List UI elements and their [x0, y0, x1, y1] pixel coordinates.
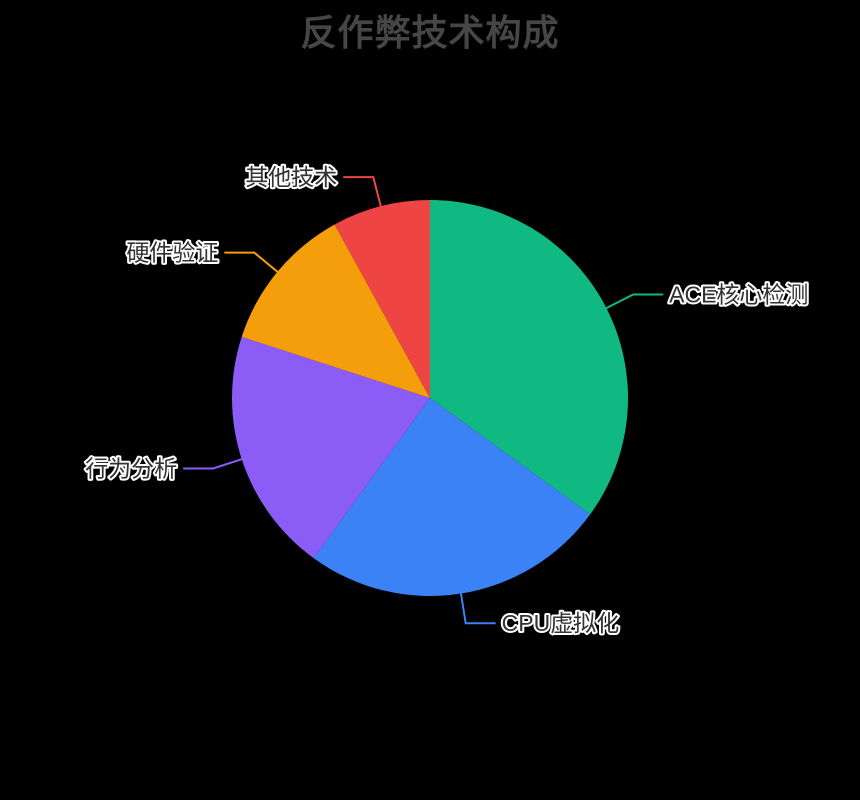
pie-slice-1[interactable]: [313, 398, 591, 597]
slice-label-2: 行为分析: [85, 455, 177, 481]
leader-line-4: [343, 176, 383, 209]
pie-slice-0[interactable]: [430, 200, 628, 515]
pie-slice-4[interactable]: [334, 200, 430, 398]
leader-line-0: [604, 293, 664, 310]
leader-line-2: [183, 457, 244, 470]
leader-line-3: [224, 251, 280, 274]
leader-line-1: [459, 591, 496, 625]
chart-title: 反作弊技术构成: [300, 12, 560, 53]
pie-slice-3[interactable]: [241, 224, 430, 398]
slice-label-1: CPU虚拟化: [502, 610, 620, 636]
slice-label-3: 硬件验证: [126, 240, 218, 266]
pie-slice-2[interactable]: [232, 336, 430, 559]
slice-label-0: ACE核心检测: [669, 281, 808, 307]
slice-label-4: 其他技术: [245, 164, 337, 190]
